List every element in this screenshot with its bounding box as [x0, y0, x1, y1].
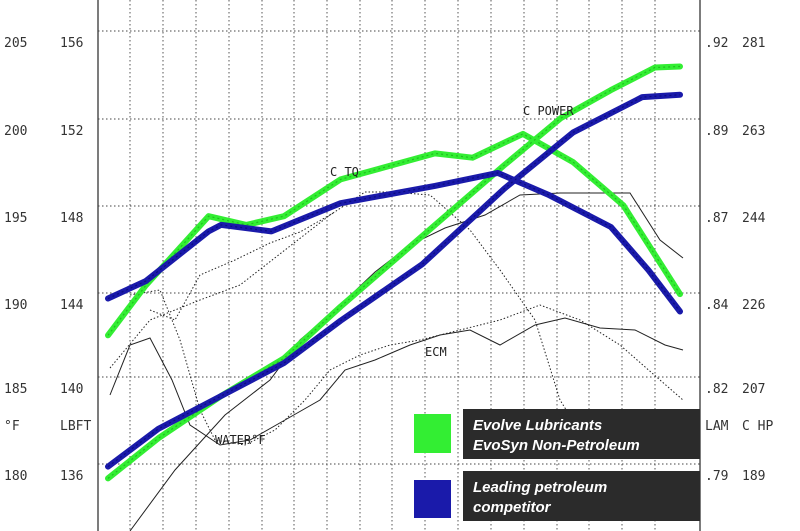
legend-label-evolve-line2: EvoSyn Non-Petroleum: [473, 437, 640, 454]
torque-tick-label: 152: [60, 124, 83, 139]
lambda-axis-name: LAM: [705, 419, 729, 434]
lambda-tick-label: .87: [705, 211, 728, 226]
lambda-tick-label: .92: [705, 36, 728, 51]
competitor-c-tq-line-core: [107, 172, 681, 312]
legend-label-competitor-line1: Leading petroleum: [473, 479, 607, 496]
lambda-tick-label: .89: [705, 124, 728, 139]
reference-trace: [129, 289, 684, 446]
annotation-ecm: ECM: [425, 345, 447, 359]
hp-tick-label: 207: [742, 382, 765, 397]
temp-tick-label: 200: [4, 124, 27, 139]
reference-trace: [129, 192, 684, 531]
legend-label-box-competitor: [463, 471, 700, 521]
torque-axis-name: LBFT: [60, 419, 91, 434]
series-layer: [105, 63, 683, 482]
temp-tick-label: 180: [4, 469, 27, 484]
legend-label-evolve-line1: Evolve Lubricants: [473, 417, 602, 434]
reference-trace: [149, 211, 336, 321]
legend-swatch-evolve: [414, 414, 451, 453]
hp-tick-label: 281: [742, 36, 765, 51]
temp-axis-name: °F: [4, 419, 20, 434]
hp-tick-label: 189: [742, 469, 765, 484]
torque-tick-label: 144: [60, 298, 84, 313]
evolve-c-tq-line-core: [107, 133, 681, 336]
temp-tick-label: 205: [4, 36, 27, 51]
legend-label-box-evolve: [463, 409, 700, 459]
hp-tick-label: 226: [742, 298, 765, 313]
lambda-tick-label: .84: [705, 298, 729, 313]
lambda-tick-label: .82: [705, 382, 728, 397]
legend: Evolve Lubricants EvoSyn Non-Petroleum L…: [414, 409, 700, 521]
axes: 205 200 195 190 185 180 °F 156 152 148 144 140 136 LB…: [4, 36, 773, 484]
annotation-c-tq: C TQ: [330, 165, 359, 179]
annotation-water: WATER°F: [215, 433, 266, 447]
competitor-c-power-line-core: [107, 94, 681, 468]
temp-tick-label: 190: [4, 298, 27, 313]
annotation-c-power: C POWER: [523, 104, 574, 118]
legend-swatch-competitor: [414, 480, 451, 518]
torque-tick-label: 140: [60, 382, 83, 397]
hp-tick-label: 244: [742, 211, 766, 226]
legend-label-competitor-line2: competitor: [473, 499, 552, 516]
torque-tick-label: 148: [60, 211, 83, 226]
torque-tick-label: 156: [60, 36, 83, 51]
hp-axis-name: C HP: [742, 419, 773, 434]
torque-tick-label: 136: [60, 469, 83, 484]
temp-tick-label: 195: [4, 211, 27, 226]
lambda-tick-label: .79: [705, 469, 728, 484]
hp-tick-label: 263: [742, 124, 765, 139]
temp-tick-label: 185: [4, 382, 27, 397]
